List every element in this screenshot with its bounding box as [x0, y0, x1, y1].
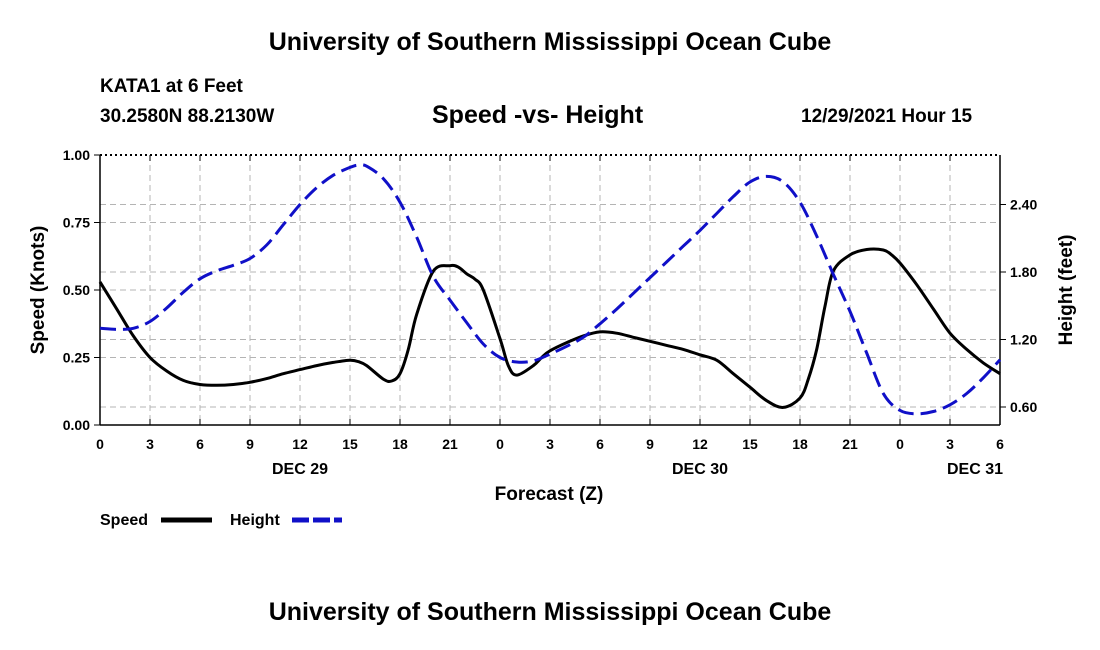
x-tick-label: 21: [842, 436, 858, 452]
y-tick-label: 0.75: [63, 215, 90, 231]
x-tick-label: 9: [646, 436, 654, 452]
x-tick-label: 18: [392, 436, 408, 452]
x-tick-label: 0: [896, 436, 904, 452]
x-tick-label: 6: [996, 436, 1004, 452]
x-tick-label: 15: [342, 436, 358, 452]
x-tick-label: 12: [692, 436, 708, 452]
x-tick-label: 9: [246, 436, 254, 452]
y2-axis-title: Height (feet): [1056, 235, 1077, 346]
x-tick-label: 3: [546, 436, 554, 452]
chart-title: Speed -vs- Height: [432, 101, 644, 129]
forecast-datetime: 12/29/2021 Hour 15: [801, 106, 973, 127]
series-line-height: [99, 163, 1002, 416]
y-tick-label: 0.25: [63, 350, 90, 366]
x-tick-label: 12: [292, 436, 308, 452]
legend-label-height: Height: [230, 512, 280, 529]
y-axis-title: Speed (Knots): [28, 226, 49, 355]
x-tick-label: 15: [742, 436, 758, 452]
y2-tick-label: 0.60: [1010, 399, 1037, 415]
series-layer: [98, 163, 1002, 416]
date-label: DEC 31: [947, 461, 1003, 478]
x-tick-label: 6: [596, 436, 604, 452]
date-label: DEC 30: [672, 461, 728, 478]
y-tick-label: 1.00: [63, 147, 90, 163]
date-label: DEC 29: [272, 461, 328, 478]
x-tick-label: 3: [146, 436, 154, 452]
label-layer: 0 3 6 9 12 15 18 21 0 3 6 9 12 15 18 21 0 3 6 0.00 0.25 0.50 0…: [63, 147, 1038, 478]
y2-tick-label: 2.40: [1010, 197, 1037, 213]
station-name: KATA1 at 6 Feet: [100, 76, 243, 97]
y-tick-label: 0.00: [63, 417, 90, 433]
page-title-top: University of Southern Mississippi Ocean…: [268, 28, 832, 56]
chart-legend: Speed Height: [100, 512, 342, 529]
x-tick-label: 3: [946, 436, 954, 452]
x-tick-label: 0: [96, 436, 104, 452]
x-tick-label: 0: [496, 436, 504, 452]
station-coordinates: 30.2580N 88.2130W: [100, 106, 275, 127]
x-axis-title: Forecast (Z): [495, 484, 604, 505]
x-tick-label: 6: [196, 436, 204, 452]
grid-layer: [100, 155, 1000, 425]
y-tick-label: 0.50: [63, 282, 90, 298]
axis-layer: [94, 154, 1006, 426]
x-tick-label: 21: [442, 436, 458, 452]
legend-label-speed: Speed: [100, 512, 148, 529]
page-title-bottom: University of Southern Mississippi Ocean…: [268, 598, 832, 626]
y2-tick-label: 1.80: [1010, 264, 1037, 280]
y2-tick-label: 1.20: [1010, 332, 1037, 348]
series-line-speed: [98, 247, 1001, 409]
x-tick-label: 18: [792, 436, 808, 452]
